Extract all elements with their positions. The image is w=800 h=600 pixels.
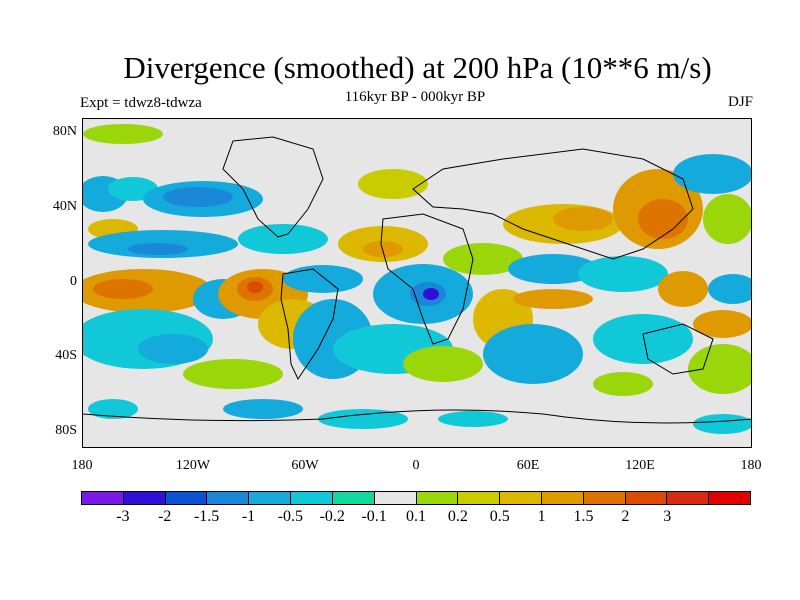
season-label: DJF [727, 94, 753, 110]
lon-tick-label: 60W [291, 458, 319, 473]
colorbar-swatch [82, 492, 124, 504]
experiment-label: Expt = tdwz8-tdwza [80, 95, 202, 111]
colorbar-label: -3 [116, 508, 130, 525]
lat-tick-label: 40S [55, 348, 77, 363]
colorbar-swatch [332, 492, 375, 504]
coastlines [83, 136, 751, 424]
map-subtitle: 116kyr BP - 000kyr BP [344, 89, 486, 105]
colorbar-label: -0.1 [361, 508, 387, 525]
colorbar-swatch [709, 492, 750, 504]
colorbar-swatch [207, 492, 250, 504]
contour-fills [83, 119, 751, 434]
colorbar-label: -0.5 [277, 508, 304, 525]
map-panel [82, 118, 752, 448]
colorbar-label: 1.5 [573, 508, 594, 525]
colorbar-label: 0.2 [447, 508, 468, 525]
colorbar-label: 2 [621, 508, 630, 525]
colorbar-swatch [541, 492, 584, 504]
colorbar-label: -0.2 [319, 508, 345, 525]
lat-tick-label: 40N [52, 199, 77, 214]
colorbar-label: -1.5 [193, 508, 220, 525]
divergence-map [83, 119, 751, 447]
lon-tick-label: 180 [71, 458, 93, 473]
colorbar-swatch [458, 492, 501, 504]
lon-tick-label: 180 [740, 458, 762, 473]
colorbar-swatch [374, 492, 417, 504]
colorbar-label: 0.1 [406, 508, 426, 525]
colorbar-label: 3 [663, 508, 672, 525]
colorbar-label: -1 [241, 508, 256, 525]
colorbar-swatch [500, 492, 542, 504]
lat-tick-label: 80N [52, 124, 77, 139]
colorbar-label: 1 [537, 508, 546, 525]
colorbar-swatch [249, 492, 292, 504]
lon-tick-label: 120E [625, 458, 655, 473]
colorbar-swatch [291, 492, 333, 504]
colorbar-swatch [625, 492, 668, 504]
colorbar-label: 0.5 [489, 508, 510, 525]
lon-tick-label: 60E [516, 458, 540, 473]
map-title: Divergence (smoothed) at 200 hPa (10**6 … [123, 50, 712, 85]
colorbar [81, 491, 751, 505]
lon-tick-label: 120W [175, 458, 211, 473]
lon-tick-label: 0 [412, 458, 420, 473]
colorbar-swatch [165, 492, 208, 504]
colorbar-swatch [583, 492, 626, 504]
lat-tick-label: 0 [70, 274, 77, 289]
colorbar-swatch [667, 492, 710, 504]
colorbar-swatch [416, 492, 459, 504]
colorbar-swatch [123, 492, 166, 504]
colorbar-label: -2 [158, 508, 172, 525]
lat-tick-label: 80S [55, 423, 77, 438]
